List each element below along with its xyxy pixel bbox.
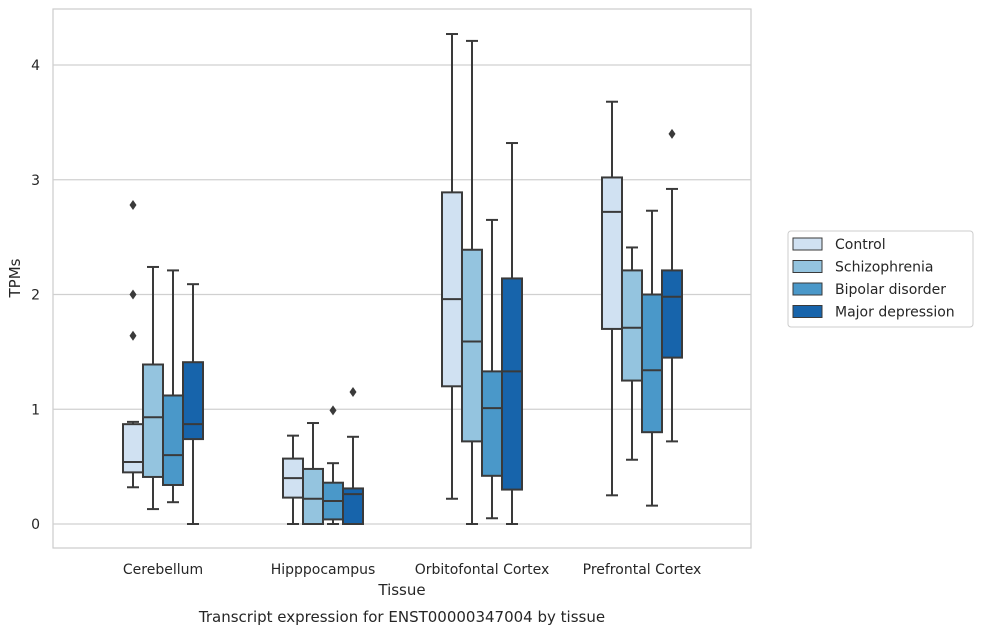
- x-axis-title: Tissue: [377, 581, 425, 599]
- box-control-prefrontal-cortex: [601, 100, 623, 497]
- y-tick-label: 0: [31, 517, 40, 533]
- y-tick-labels: 0 1 2 3 4: [31, 58, 40, 533]
- x-tick-label: Prefrontal Cortex: [583, 562, 702, 578]
- chart-caption: Transcript expression for ENST0000034700…: [198, 608, 605, 626]
- legend-label: Control: [835, 237, 886, 253]
- legend-frame: [787, 230, 974, 328]
- legend: Control Schizophrenia Bipolar disorder Majo…: [787, 230, 974, 328]
- legend-label: Major depression: [835, 305, 955, 321]
- box-major-depression-cerebellum: [182, 283, 204, 525]
- legend-label: Schizophrenia: [835, 260, 933, 276]
- x-tick-label: Cerebellum: [123, 562, 203, 578]
- box-bipolar-disorder-orbitofontal-cortex: [481, 218, 503, 520]
- box-iqr: [621, 269, 643, 382]
- legend-item-major-depression: Major depression: [792, 305, 955, 321]
- box-iqr: [342, 487, 364, 525]
- box-iqr: [162, 394, 184, 486]
- box-iqr: [661, 269, 683, 359]
- box-major-depression-hipppocampus: [342, 387, 364, 525]
- outlier-point: [129, 199, 137, 210]
- x-tick-label: Orbitofontal Cortex: [415, 562, 550, 578]
- box-iqr: [601, 176, 623, 330]
- box-major-depression-prefrontal-cortex: [661, 128, 683, 443]
- legend-item-bipolar-disorder: Bipolar disorder: [792, 282, 946, 298]
- legend-swatch: [792, 282, 823, 296]
- box-iqr: [302, 467, 324, 526]
- legend-entries: Control Schizophrenia Bipolar disorder Majo…: [792, 237, 955, 321]
- box-iqr: [481, 370, 503, 477]
- x-tick-labels: Cerebellum Hipppocampus Orbitofontal Corte…: [123, 562, 701, 578]
- box-groups: [122, 33, 683, 526]
- legend-item-schizophrenia: Schizophrenia: [792, 260, 933, 276]
- outlier-point: [349, 387, 357, 398]
- box-iqr: [142, 363, 164, 478]
- legend-swatch: [792, 260, 823, 273]
- x-tick-label: Hipppocampus: [271, 562, 376, 578]
- box-major-depression-orbitofontal-cortex: [501, 142, 523, 525]
- box-schizophrenia-orbitofontal-cortex: [461, 39, 483, 525]
- outlier-point: [668, 128, 676, 139]
- box-bipolar-disorder-hipppocampus: [322, 405, 344, 525]
- y-tick-label: 3: [31, 173, 40, 189]
- box-schizophrenia-cerebellum: [142, 265, 164, 511]
- outlier-point: [129, 330, 137, 341]
- box-schizophrenia-prefrontal-cortex: [621, 246, 643, 461]
- box-iqr: [641, 293, 663, 434]
- outlier-point: [329, 405, 337, 416]
- legend-swatch: [792, 237, 823, 251]
- box-control-hipppocampus: [282, 434, 304, 525]
- legend-label: Bipolar disorder: [835, 282, 946, 298]
- box-control-cerebellum: [122, 199, 144, 489]
- legend-swatch: [792, 305, 823, 318]
- box-iqr: [182, 361, 204, 441]
- y-tick-label: 2: [31, 288, 40, 304]
- legend-item-control: Control: [792, 237, 886, 253]
- y-tick-label: 4: [31, 58, 40, 74]
- box-bipolar-disorder-prefrontal-cortex: [641, 209, 663, 507]
- y-axis-title: TPMs: [6, 258, 24, 298]
- box-bipolar-disorder-cerebellum: [162, 269, 184, 504]
- box-iqr: [441, 191, 463, 388]
- y-tick-label: 1: [31, 402, 40, 418]
- box-iqr: [501, 277, 523, 491]
- box-iqr: [461, 248, 483, 443]
- outlier-point: [129, 289, 137, 300]
- box-iqr: [122, 423, 144, 474]
